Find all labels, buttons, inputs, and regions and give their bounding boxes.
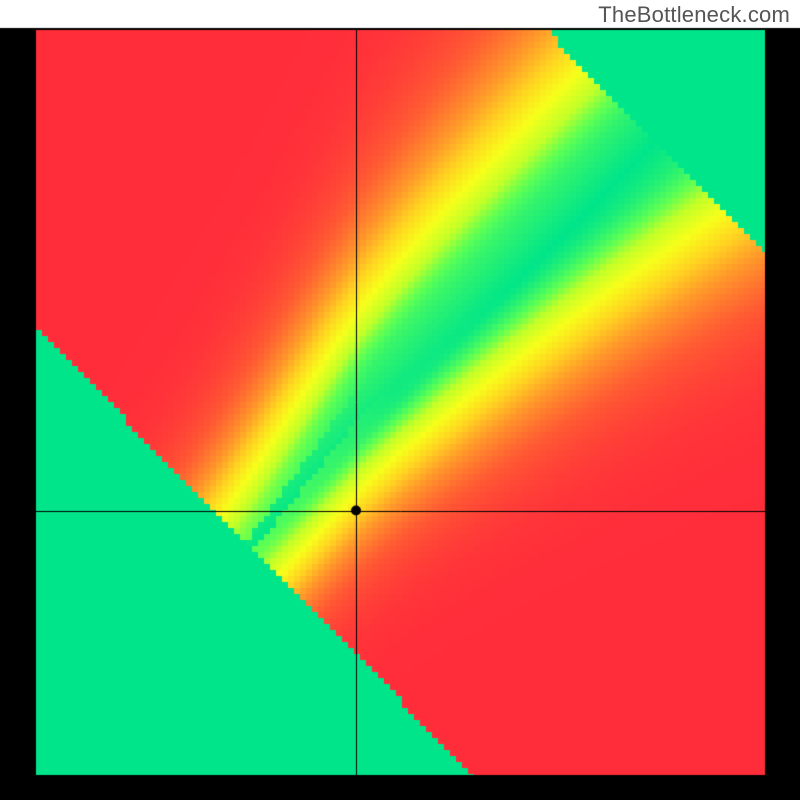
chart-container: TheBottleneck.com: [0, 0, 800, 800]
watermark-text: TheBottleneck.com: [598, 2, 790, 28]
heatmap-canvas: [0, 0, 800, 800]
